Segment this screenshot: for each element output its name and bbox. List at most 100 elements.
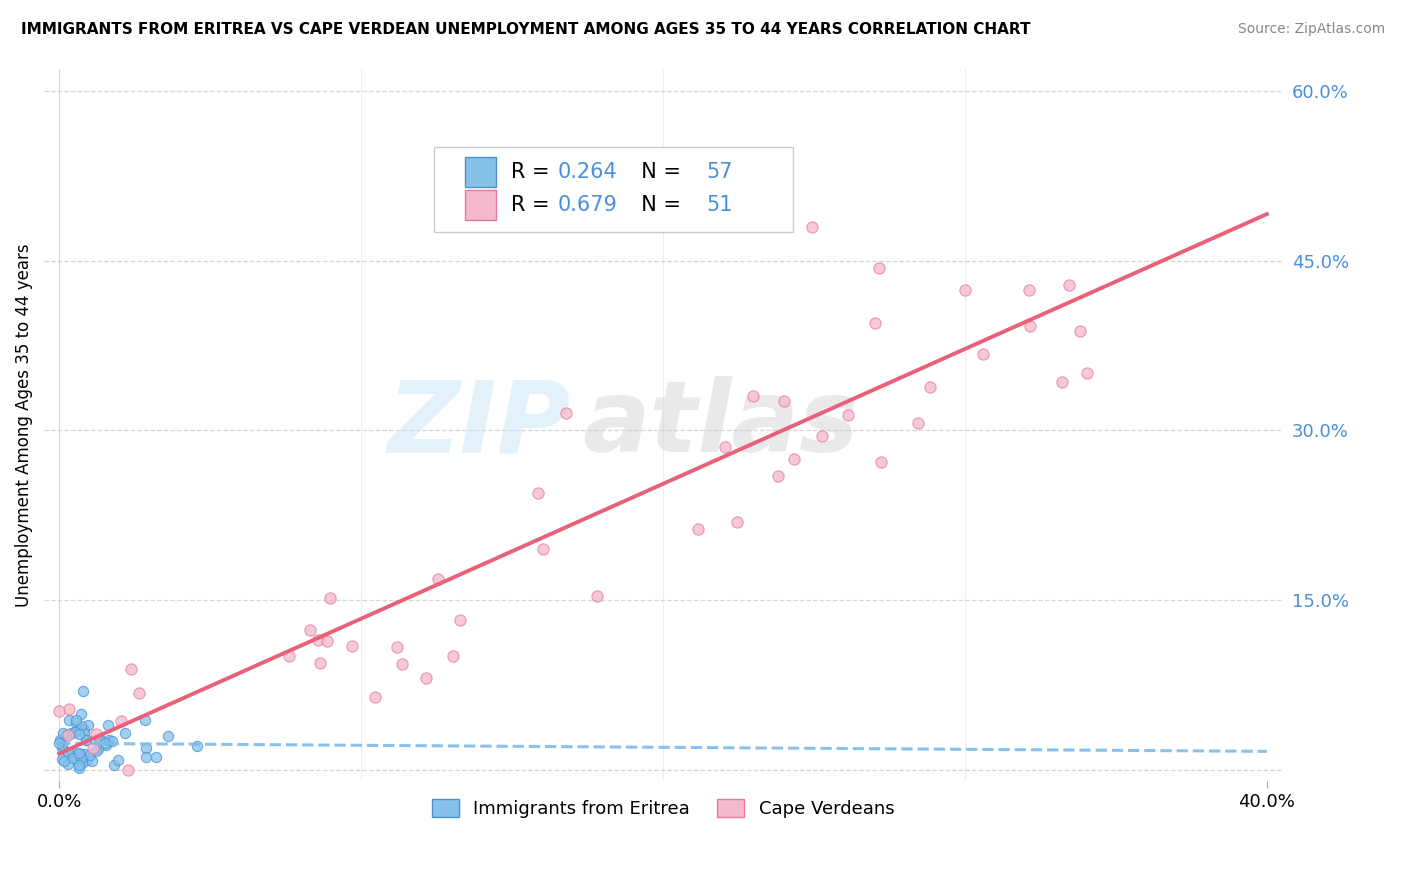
Point: [48, 736, 70, 750]
Point: [741, 389, 763, 403]
Point: [107, 753, 129, 767]
Point: [59, 748, 82, 763]
Point: [186, 739, 208, 753]
Point: [56, 745, 79, 759]
Legend: Immigrants from Eritrea, Cape Verdeans: Immigrants from Eritrea, Cape Verdeans: [425, 791, 901, 825]
Text: ZIP: ZIP: [387, 376, 571, 474]
Text: 57: 57: [706, 161, 733, 182]
Point: [89, 732, 111, 747]
Point: [128, 686, 150, 700]
Point: [84, 727, 107, 741]
Point: [953, 283, 976, 297]
Point: [531, 542, 554, 557]
Point: [870, 455, 893, 469]
Point: [586, 589, 609, 603]
Point: [48, 704, 70, 718]
Point: [117, 763, 139, 777]
Text: atlas: atlas: [582, 376, 859, 474]
Point: [60, 745, 83, 759]
Point: [49, 732, 72, 747]
Point: [82, 755, 104, 769]
Point: [120, 662, 142, 676]
Point: [315, 634, 337, 648]
Text: 0.264: 0.264: [558, 161, 617, 182]
Point: [89, 732, 111, 747]
Point: [1050, 375, 1073, 389]
Point: [114, 726, 136, 740]
Point: [278, 649, 301, 664]
Point: [865, 316, 887, 330]
Point: [87, 742, 110, 756]
Point: [75, 733, 97, 747]
Point: [811, 429, 834, 443]
Point: [135, 740, 157, 755]
FancyBboxPatch shape: [434, 147, 793, 233]
Point: [299, 623, 322, 637]
Point: [1069, 324, 1091, 338]
Point: [51, 738, 73, 752]
Point: [101, 734, 124, 748]
Point: [385, 640, 408, 654]
Point: [65, 713, 87, 727]
Text: N =: N =: [628, 161, 688, 182]
FancyBboxPatch shape: [465, 157, 496, 186]
Point: [363, 690, 385, 705]
Point: [1076, 366, 1098, 380]
Point: [692, 197, 714, 211]
Point: [55, 728, 77, 742]
Point: [58, 713, 80, 727]
Point: [868, 260, 890, 275]
Point: [907, 416, 929, 430]
Point: [135, 750, 157, 764]
Point: [94, 738, 117, 752]
Text: IMMIGRANTS FROM ERITREA VS CAPE VERDEAN UNEMPLOYMENT AMONG AGES 35 TO 44 YEARS C: IMMIGRANTS FROM ERITREA VS CAPE VERDEAN …: [21, 22, 1031, 37]
Point: [51, 741, 73, 756]
Point: [51, 752, 73, 766]
Point: [67, 761, 90, 775]
Point: [75, 732, 97, 747]
Point: [79, 748, 101, 763]
Point: [65, 752, 87, 766]
Point: [391, 657, 413, 672]
Point: [59, 726, 82, 740]
Point: [103, 758, 125, 772]
Point: [72, 725, 94, 739]
Point: [98, 732, 121, 747]
Point: [70, 756, 93, 770]
Point: [527, 486, 550, 500]
Point: [340, 639, 363, 653]
Point: [1057, 277, 1080, 292]
Point: [309, 656, 332, 670]
Point: [800, 219, 823, 234]
Point: [555, 407, 578, 421]
Point: [837, 408, 859, 422]
Text: R =: R =: [510, 195, 555, 215]
Point: [67, 746, 90, 760]
Point: [94, 736, 117, 750]
Point: [725, 515, 748, 529]
Point: [686, 522, 709, 536]
Point: [82, 740, 104, 755]
Point: [156, 730, 179, 744]
Point: [70, 707, 93, 722]
Point: [449, 613, 471, 627]
Point: [1018, 319, 1040, 334]
Point: [307, 633, 329, 648]
Text: 0.679: 0.679: [558, 195, 617, 215]
Point: [69, 747, 91, 761]
Point: [73, 723, 96, 737]
Y-axis label: Unemployment Among Ages 35 to 44 years: Unemployment Among Ages 35 to 44 years: [15, 243, 32, 607]
Point: [70, 718, 93, 732]
FancyBboxPatch shape: [465, 190, 496, 220]
Point: [65, 715, 87, 730]
Point: [67, 757, 90, 772]
Point: [63, 725, 86, 739]
Point: [67, 727, 90, 741]
Text: R =: R =: [510, 161, 555, 182]
Point: [52, 726, 75, 740]
Point: [56, 757, 79, 772]
Point: [1018, 283, 1040, 297]
Point: [70, 750, 93, 764]
Point: [65, 723, 87, 738]
Point: [773, 393, 796, 408]
